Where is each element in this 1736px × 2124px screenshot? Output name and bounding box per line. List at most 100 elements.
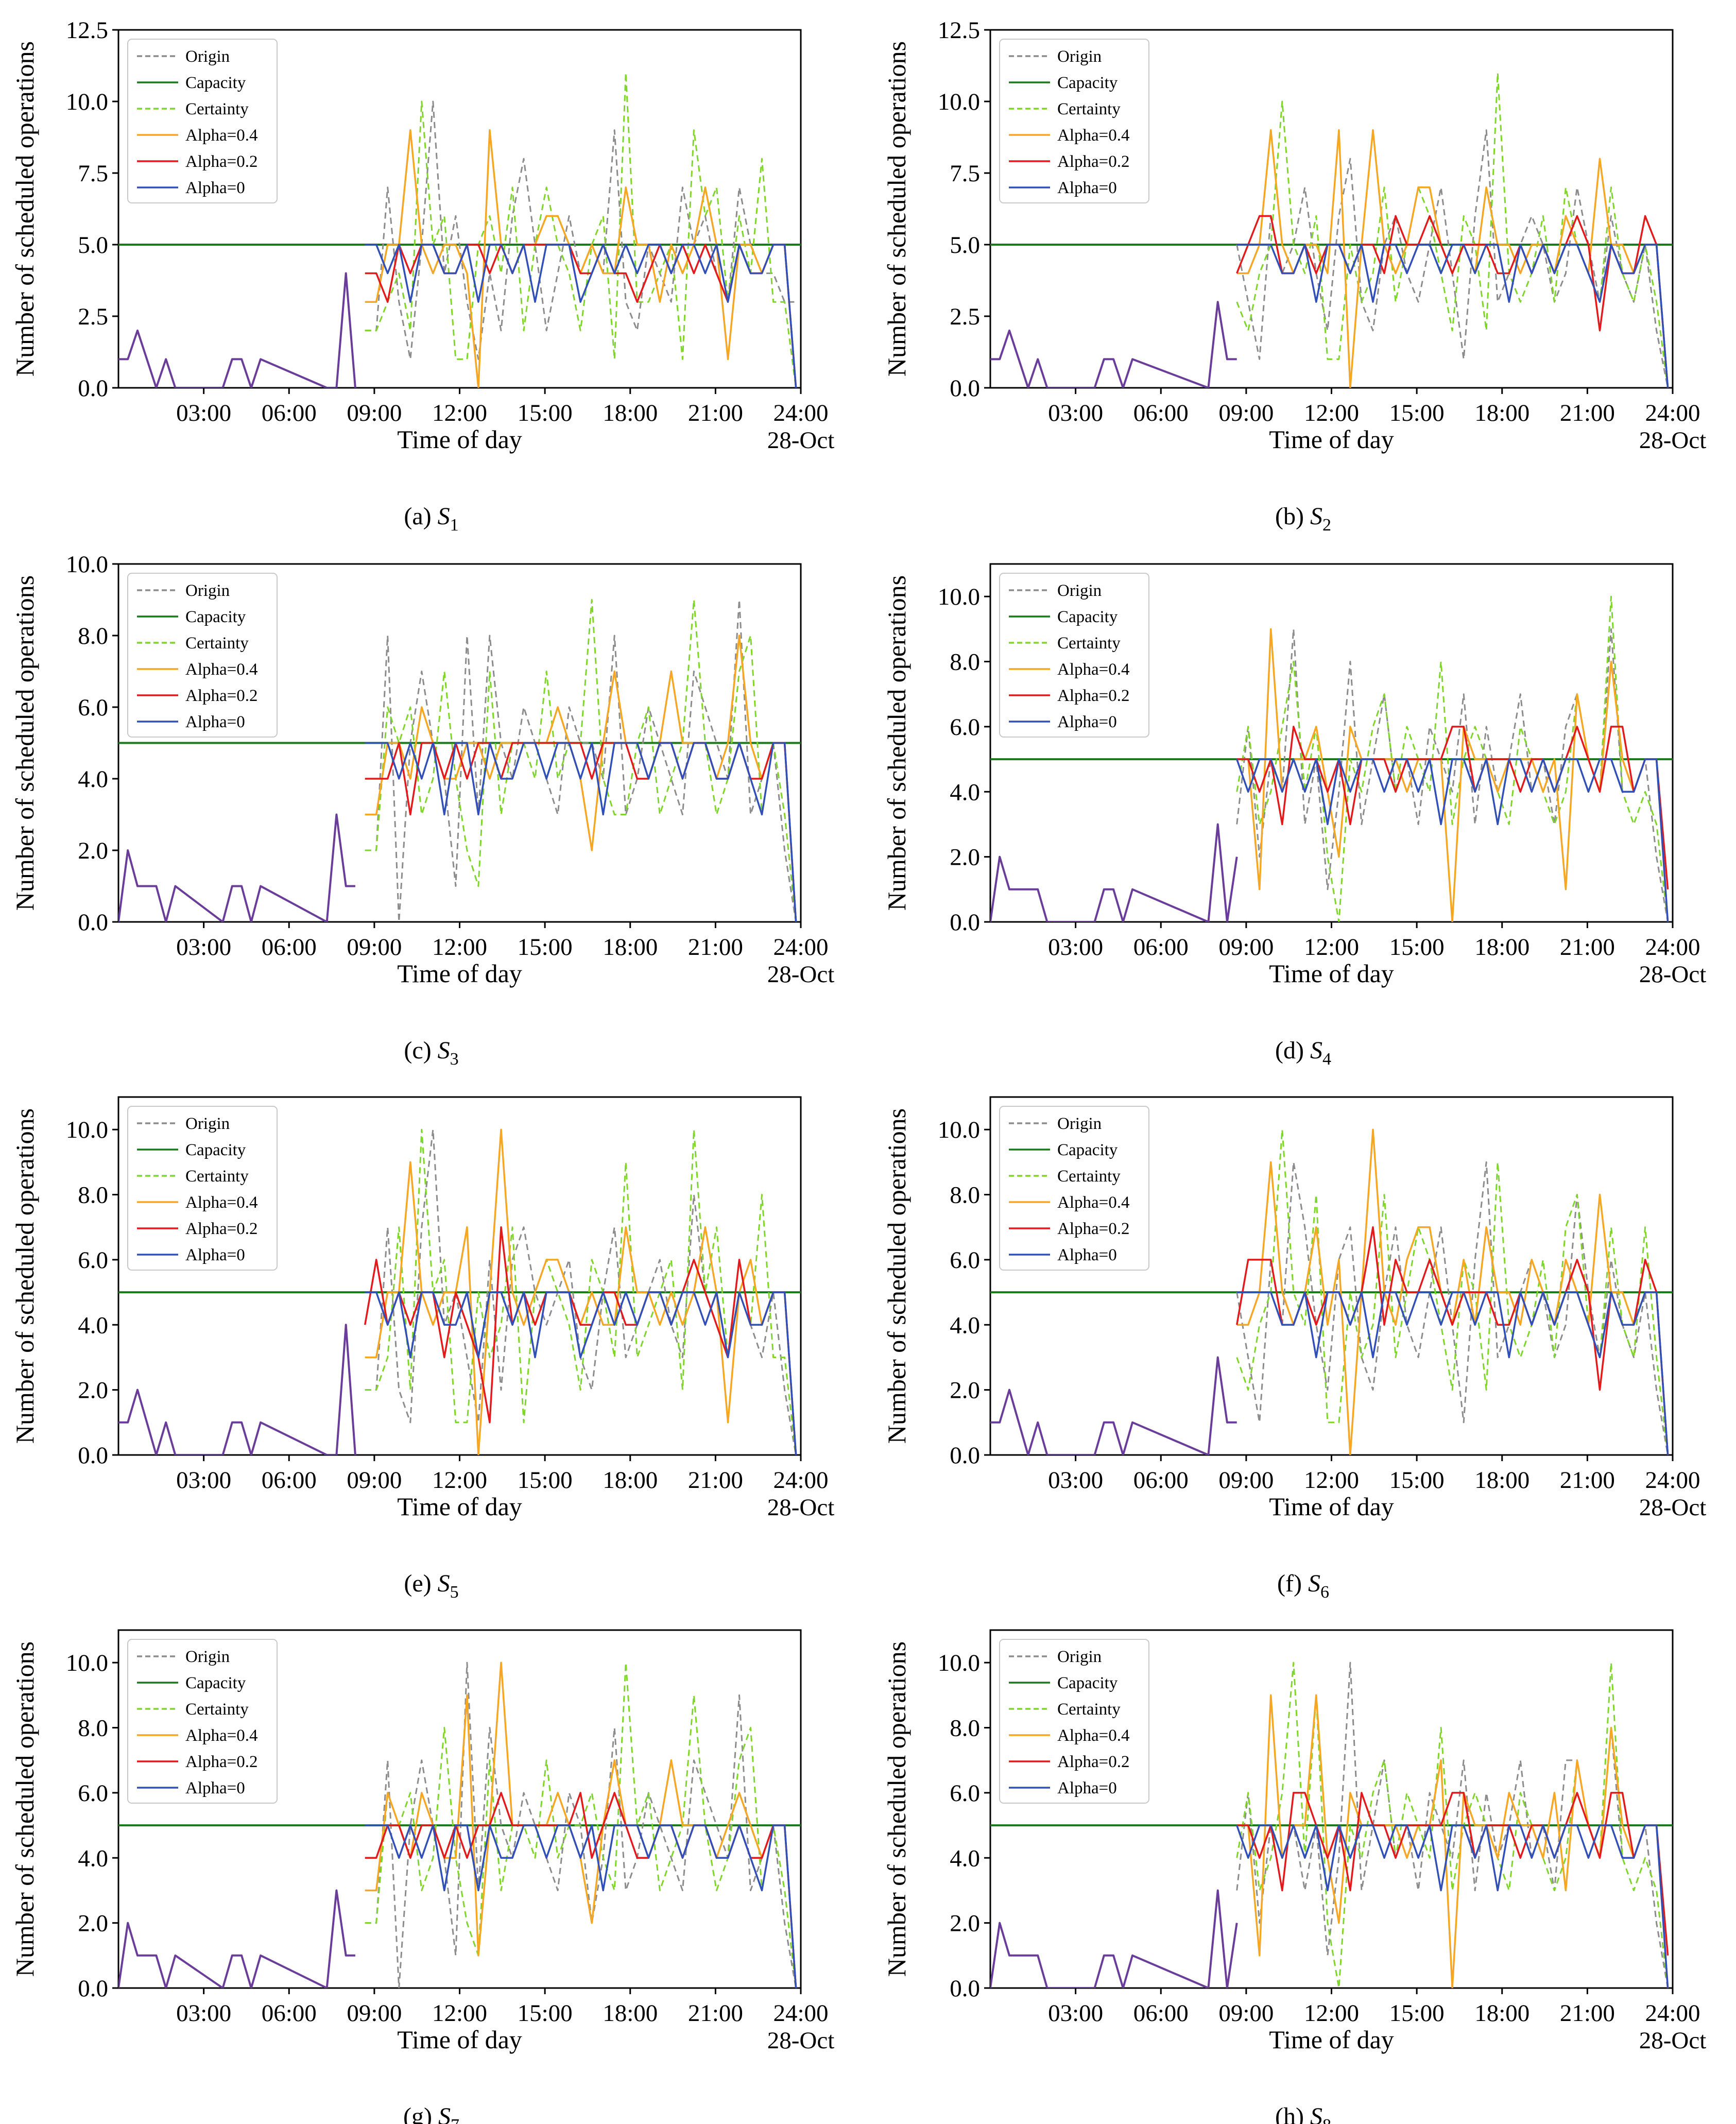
x-tick-label: 15:00 — [518, 400, 573, 426]
legend-label: Alpha=0.4 — [1057, 1726, 1130, 1745]
legend-label: Capacity — [1057, 1674, 1118, 1692]
x-tick-label: 18:00 — [603, 2000, 658, 2027]
caption-prefix: (a) — [404, 503, 437, 530]
legend-label: Alpha=0 — [185, 1779, 245, 1797]
x-axis-label: Time of day — [1269, 959, 1394, 988]
legend-label: Origin — [185, 47, 230, 66]
y-tick-label: 0.0 — [78, 909, 108, 936]
caption-subscript: 1 — [450, 516, 459, 535]
y-tick-label: 6.0 — [950, 1247, 980, 1274]
x-tick-label: 15:00 — [518, 2000, 573, 2027]
x-tick-label: 15:00 — [1389, 1467, 1445, 1494]
series-early-overlap — [118, 813, 355, 922]
series-alpha04 — [1236, 129, 1669, 388]
x-axis-label: Time of day — [397, 2025, 522, 2054]
x-tick-label: 09:00 — [347, 400, 402, 426]
legend-label: Alpha=0.2 — [1057, 687, 1130, 705]
x-date-label: 28-Oct — [767, 427, 835, 454]
x-tick-label: 21:00 — [1560, 400, 1615, 426]
legend-label: Alpha=0.2 — [185, 152, 258, 171]
legend-label: Certainty — [185, 634, 249, 653]
legend-label: Alpha=0.2 — [185, 1220, 258, 1238]
x-tick-label: 09:00 — [347, 1467, 402, 1494]
y-axis-label: Number of scheduled operations — [882, 41, 911, 376]
y-tick-label: 2.5 — [78, 303, 108, 330]
caption-symbol: S — [438, 1037, 450, 1064]
y-tick-label: 0.0 — [78, 375, 108, 402]
legend-label: Origin — [1057, 581, 1102, 600]
panel-caption: (g) S7 — [403, 2103, 459, 2124]
legend: Origin Capacity Certainty Alpha=0.4 Alpha=0.… — [127, 573, 278, 738]
x-date-label: 28-Oct — [767, 1494, 835, 1521]
x-tick-label: 15:00 — [1389, 2000, 1445, 2027]
x-tick-label: 15:00 — [518, 1467, 573, 1494]
legend-label: Origin — [1057, 1115, 1102, 1133]
x-date-label: 28-Oct — [1639, 961, 1707, 988]
legend: Origin Capacity Certainty Alpha=0.4 Alpha=0.… — [999, 1106, 1149, 1271]
x-tick-label: 21:00 — [688, 1467, 743, 1494]
x-tick-label: 12:00 — [432, 400, 487, 426]
caption-symbol: S — [1308, 1570, 1320, 1597]
x-tick-label: 06:00 — [1133, 934, 1189, 961]
x-date-label: 28-Oct — [1639, 2027, 1707, 2054]
chart-panel-1: 0.0 2.5 5.0 7.5 10.0 12.5 03:00 06:00 09:00 12:00… — [10, 17, 834, 535]
y-tick-label: 12.5 — [938, 17, 980, 44]
series-alpha04 — [365, 129, 797, 388]
x-tick-label: 12:00 — [1304, 1467, 1359, 1494]
series-alpha0 — [1236, 1291, 1669, 1455]
x-tick-label: 06:00 — [262, 400, 317, 426]
legend-label: Capacity — [185, 1674, 246, 1692]
legend-label: Origin — [185, 1648, 230, 1666]
chart-panel-8: 0.0 2.0 4.0 6.0 8.0 10.0 03:00 06:00 09:00 12:00 1… — [882, 1629, 1707, 2124]
panel-caption: (b) S2 — [1275, 503, 1331, 535]
legend: Origin Capacity Certainty Alpha=0.4 Alpha=0.… — [999, 39, 1149, 203]
series-group — [118, 599, 801, 922]
legend-label: Alpha=0 — [1057, 1779, 1117, 1797]
series-certainty — [1236, 72, 1669, 388]
y-axis-label: Number of scheduled operations — [882, 1108, 911, 1444]
series-alpha0 — [365, 1291, 797, 1455]
panel-caption: (h) S8 — [1275, 2103, 1331, 2124]
y-tick-label: 0.0 — [950, 909, 980, 936]
caption-symbol: S — [438, 1570, 450, 1597]
legend-label: Alpha=0.2 — [1057, 1220, 1130, 1238]
legend-label: Capacity — [1057, 1141, 1118, 1159]
legend-label: Alpha=0.2 — [1057, 1753, 1130, 1771]
series-alpha0 — [1236, 1824, 1669, 1988]
panel-caption: (a) S1 — [404, 503, 458, 535]
series-certainty — [365, 72, 797, 388]
x-tick-label: 12:00 — [432, 1467, 487, 1494]
caption-subscript: 5 — [450, 1583, 459, 1602]
legend-label: Alpha=0.2 — [185, 1753, 258, 1771]
caption-subscript: 2 — [1322, 516, 1331, 535]
legend-label: Capacity — [185, 1141, 246, 1159]
legend-label: Alpha=0.4 — [185, 1193, 258, 1212]
x-axis-label: Time of day — [1269, 1492, 1394, 1521]
legend-label: Alpha=0 — [185, 179, 245, 197]
x-tick-label: 03:00 — [176, 2000, 231, 2027]
series-early-overlap — [118, 1889, 355, 1988]
series-alpha0 — [1236, 244, 1669, 388]
series-alpha02 — [364, 1226, 797, 1455]
y-tick-label: 8.0 — [78, 1715, 108, 1742]
caption-prefix: (e) — [404, 1570, 437, 1597]
x-tick-label: 03:00 — [176, 934, 231, 961]
y-axis-label: Number of scheduled operations — [10, 575, 39, 911]
x-date-label: 28-Oct — [1639, 1494, 1707, 1521]
caption-subscript: 4 — [1322, 1050, 1331, 1069]
x-tick-label: 09:00 — [1218, 934, 1274, 961]
y-tick-label: 2.0 — [950, 1910, 980, 1937]
x-tick-label: 18:00 — [603, 400, 658, 426]
y-axis-label: Number of scheduled operations — [10, 41, 39, 376]
y-tick-label: 5.0 — [78, 232, 108, 259]
legend-label: Alpha=0 — [185, 713, 245, 731]
x-tick-label: 24:00 — [773, 400, 828, 426]
x-tick-label: 12:00 — [432, 934, 487, 961]
caption-prefix: (f) — [1277, 1570, 1308, 1597]
legend-label: Alpha=0.4 — [1057, 660, 1130, 679]
panel-caption: (f) S6 — [1277, 1570, 1329, 1602]
legend-label: Capacity — [185, 74, 246, 92]
legend-label: Origin — [185, 581, 230, 600]
caption-symbol: S — [438, 503, 450, 530]
y-axis-label: Number of scheduled operations — [882, 575, 911, 911]
